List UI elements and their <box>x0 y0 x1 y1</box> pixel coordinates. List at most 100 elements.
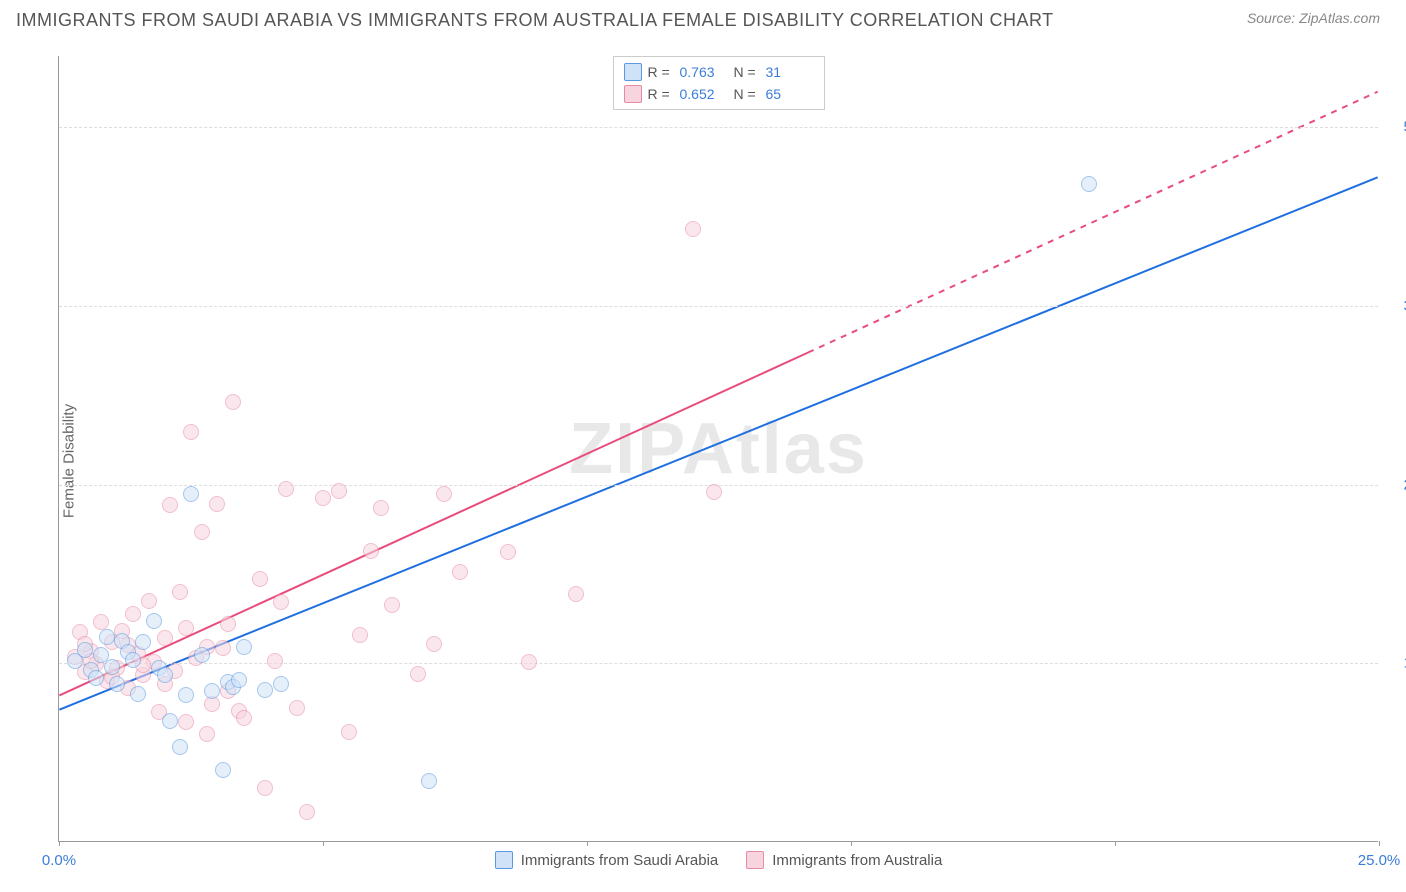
scatter-point <box>141 593 157 609</box>
scatter-point <box>215 762 231 778</box>
gridline <box>59 127 1378 128</box>
legend-label: Immigrants from Saudi Arabia <box>521 852 719 869</box>
scatter-point <box>178 620 194 636</box>
n-label: N = <box>734 83 760 105</box>
x-tick <box>587 841 588 846</box>
scatter-point <box>521 654 537 670</box>
scatter-point <box>500 544 516 560</box>
legend-item: Immigrants from Australia <box>746 851 942 869</box>
r-label: R = <box>648 61 674 83</box>
x-tick <box>1115 841 1116 846</box>
scatter-point <box>568 586 584 602</box>
scatter-point <box>194 647 210 663</box>
scatter-point <box>267 653 283 669</box>
chart-title: IMMIGRANTS FROM SAUDI ARABIA VS IMMIGRAN… <box>16 10 1054 31</box>
scatter-point <box>77 642 93 658</box>
source-label: Source: ZipAtlas.com <box>1247 10 1380 26</box>
x-tick-label: 0.0% <box>42 852 76 869</box>
scatter-point <box>352 627 368 643</box>
scatter-point <box>220 616 236 632</box>
scatter-point <box>373 500 389 516</box>
scatter-point <box>257 780 273 796</box>
correlation-legend: R =0.763N =31R =0.652N =65 <box>613 56 825 110</box>
scatter-point <box>331 483 347 499</box>
scatter-point <box>209 496 225 512</box>
scatter-point <box>421 773 437 789</box>
n-label: N = <box>734 61 760 83</box>
scatter-point <box>162 713 178 729</box>
scatter-point <box>236 710 252 726</box>
scatter-point <box>257 682 273 698</box>
y-tick-label: 12.5% <box>1386 655 1406 672</box>
scatter-point <box>157 630 173 646</box>
x-tick <box>59 841 60 846</box>
legend-rn-row: R =0.763N =31 <box>624 61 814 83</box>
legend-label: Immigrants from Australia <box>772 852 942 869</box>
x-tick <box>851 841 852 846</box>
scatter-point <box>236 639 252 655</box>
scatter-point <box>384 597 400 613</box>
trend-line-dashed <box>808 92 1378 353</box>
scatter-point <box>162 497 178 513</box>
scatter-point <box>278 481 294 497</box>
scatter-point <box>109 676 125 692</box>
x-tick <box>323 841 324 846</box>
trend-lines-svg <box>59 56 1378 841</box>
scatter-point <box>341 724 357 740</box>
y-tick-label: 50.0% <box>1386 119 1406 136</box>
r-label: R = <box>648 83 674 105</box>
scatter-point <box>436 486 452 502</box>
scatter-point <box>125 652 141 668</box>
n-value: 65 <box>766 83 814 105</box>
scatter-point <box>146 613 162 629</box>
scatter-point <box>225 394 241 410</box>
scatter-point <box>215 640 231 656</box>
scatter-point <box>178 687 194 703</box>
legend-swatch <box>624 63 642 81</box>
y-tick-label: 37.5% <box>1386 298 1406 315</box>
scatter-point <box>452 564 468 580</box>
scatter-point <box>299 804 315 820</box>
scatter-point <box>125 606 141 622</box>
scatter-point <box>363 543 379 559</box>
scatter-point <box>199 726 215 742</box>
legend-item: Immigrants from Saudi Arabia <box>495 851 719 869</box>
scatter-point <box>183 486 199 502</box>
x-tick <box>1379 841 1380 846</box>
scatter-point <box>135 634 151 650</box>
trend-line <box>59 177 1377 709</box>
scatter-point <box>273 676 289 692</box>
r-value: 0.763 <box>680 61 728 83</box>
legend-swatch <box>624 85 642 103</box>
scatter-point <box>204 683 220 699</box>
scatter-point <box>178 714 194 730</box>
scatter-point <box>315 490 331 506</box>
scatter-point <box>410 666 426 682</box>
gridline <box>59 306 1378 307</box>
scatter-point <box>99 629 115 645</box>
legend-rn-row: R = 0.652 N = 65 <box>624 83 814 105</box>
chart-container: Female Disability ZIPAtlas R =0.763N =31… <box>12 46 1392 876</box>
scatter-point <box>104 659 120 675</box>
scatter-point <box>706 484 722 500</box>
plot-area: ZIPAtlas R =0.763N =31R =0.652N =65 Immi… <box>58 56 1378 842</box>
scatter-point <box>685 221 701 237</box>
scatter-point <box>194 524 210 540</box>
scatter-point <box>426 636 442 652</box>
x-tick-label: 25.0% <box>1358 852 1401 869</box>
scatter-point <box>1081 176 1097 192</box>
gridline <box>59 663 1378 664</box>
scatter-point <box>88 670 104 686</box>
series-legend: Immigrants from Saudi Arabia Immigrants f… <box>59 851 1378 869</box>
scatter-point <box>231 672 247 688</box>
scatter-point <box>130 686 146 702</box>
watermark: ZIPAtlas <box>569 408 868 490</box>
scatter-point <box>252 571 268 587</box>
legend-swatch <box>495 851 513 869</box>
scatter-point <box>273 594 289 610</box>
legend-swatch <box>746 851 764 869</box>
scatter-point <box>157 667 173 683</box>
r-value: 0.652 <box>680 83 728 105</box>
scatter-point <box>172 584 188 600</box>
scatter-point <box>172 739 188 755</box>
